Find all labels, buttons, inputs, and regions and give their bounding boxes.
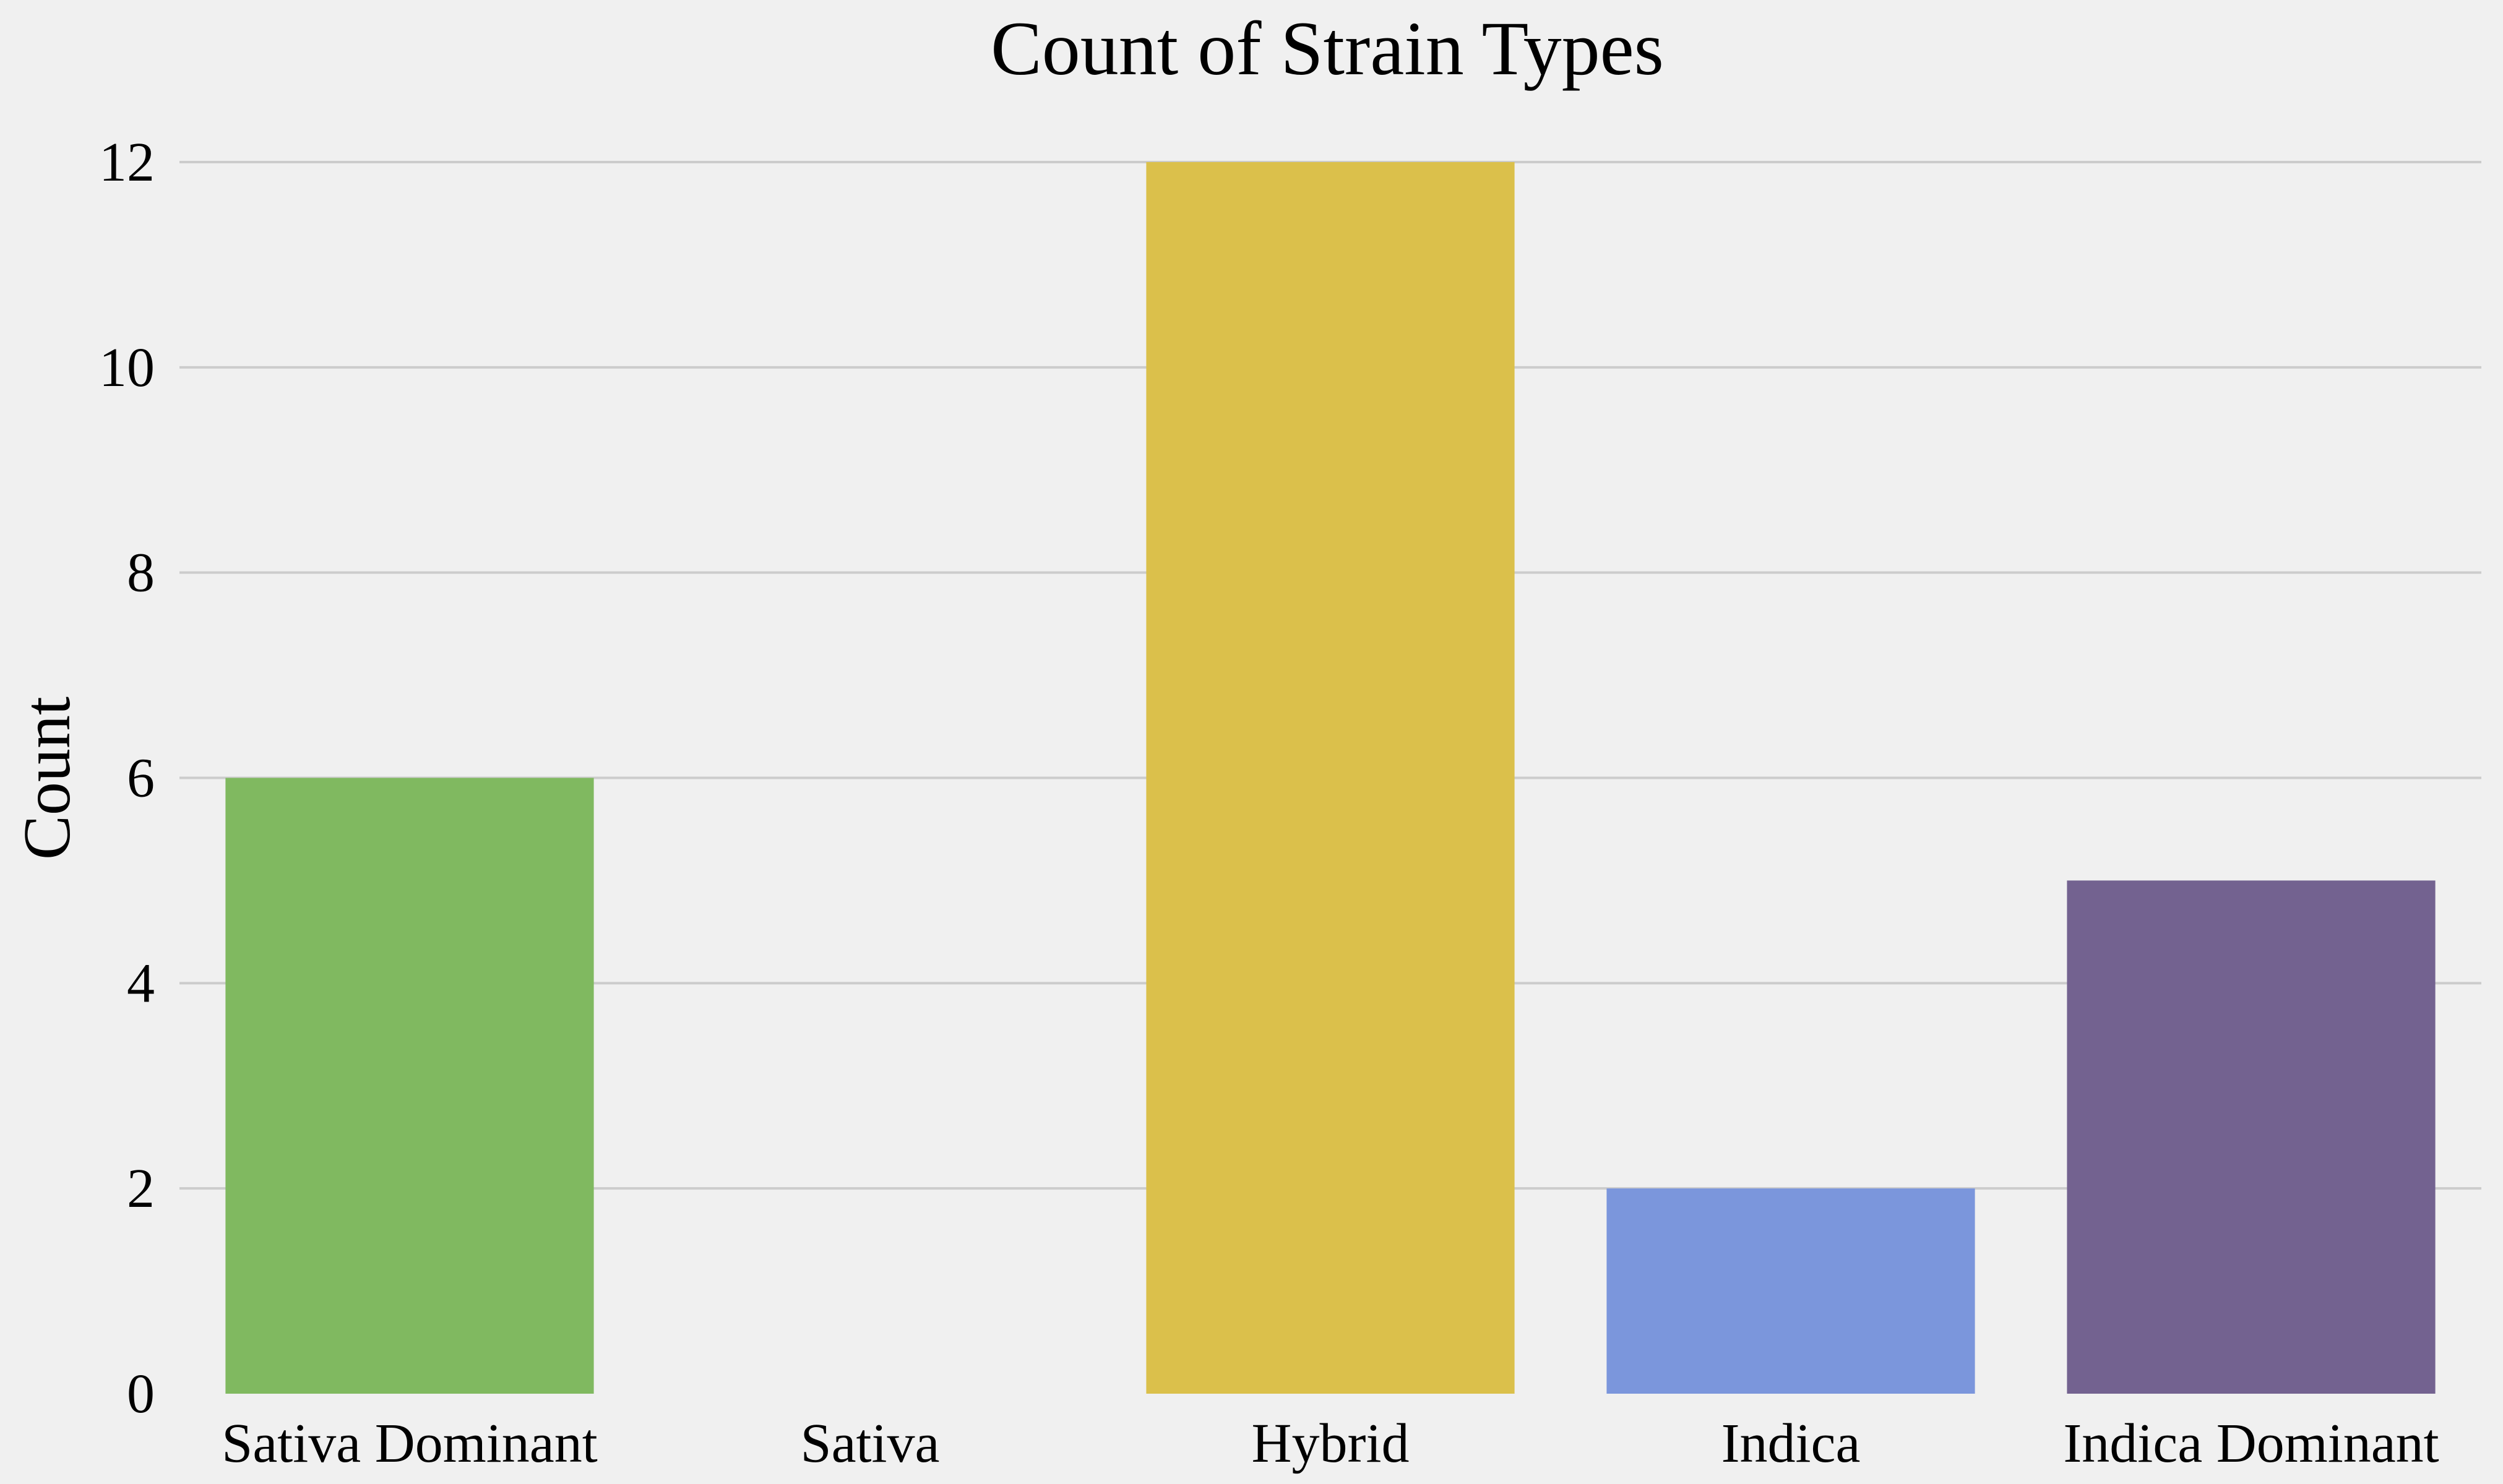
chart-title: Count of Strain Types xyxy=(991,6,1664,91)
x-tick-labels: Sativa Dominant Sativa Hybrid Indica Indica … xyxy=(222,1413,2439,1474)
y-tick-labels: 0 2 4 6 8 10 12 xyxy=(99,132,155,1425)
bar-hybrid xyxy=(1146,162,1515,1394)
bar-indica xyxy=(1606,1188,1975,1394)
y-tick-label: 4 xyxy=(127,953,155,1014)
y-tick-label: 6 xyxy=(127,748,155,809)
y-axis-label: Count xyxy=(11,697,84,860)
bar-sativa-dominant xyxy=(225,778,594,1394)
x-tick-label: Indica Dominant xyxy=(2063,1413,2439,1474)
x-tick-label: Indica xyxy=(1721,1413,1861,1474)
x-tick-label: Sativa Dominant xyxy=(222,1413,597,1474)
x-tick-label: Sativa xyxy=(801,1413,940,1474)
y-tick-label: 10 xyxy=(99,337,155,398)
y-tick-label: 12 xyxy=(99,132,155,193)
bar-indica-dominant xyxy=(2067,880,2436,1394)
y-tick-label: 0 xyxy=(127,1363,155,1425)
x-tick-label: Hybrid xyxy=(1252,1413,1410,1474)
bars xyxy=(225,162,2436,1394)
y-tick-label: 2 xyxy=(127,1158,155,1219)
y-tick-label: 8 xyxy=(127,543,155,604)
